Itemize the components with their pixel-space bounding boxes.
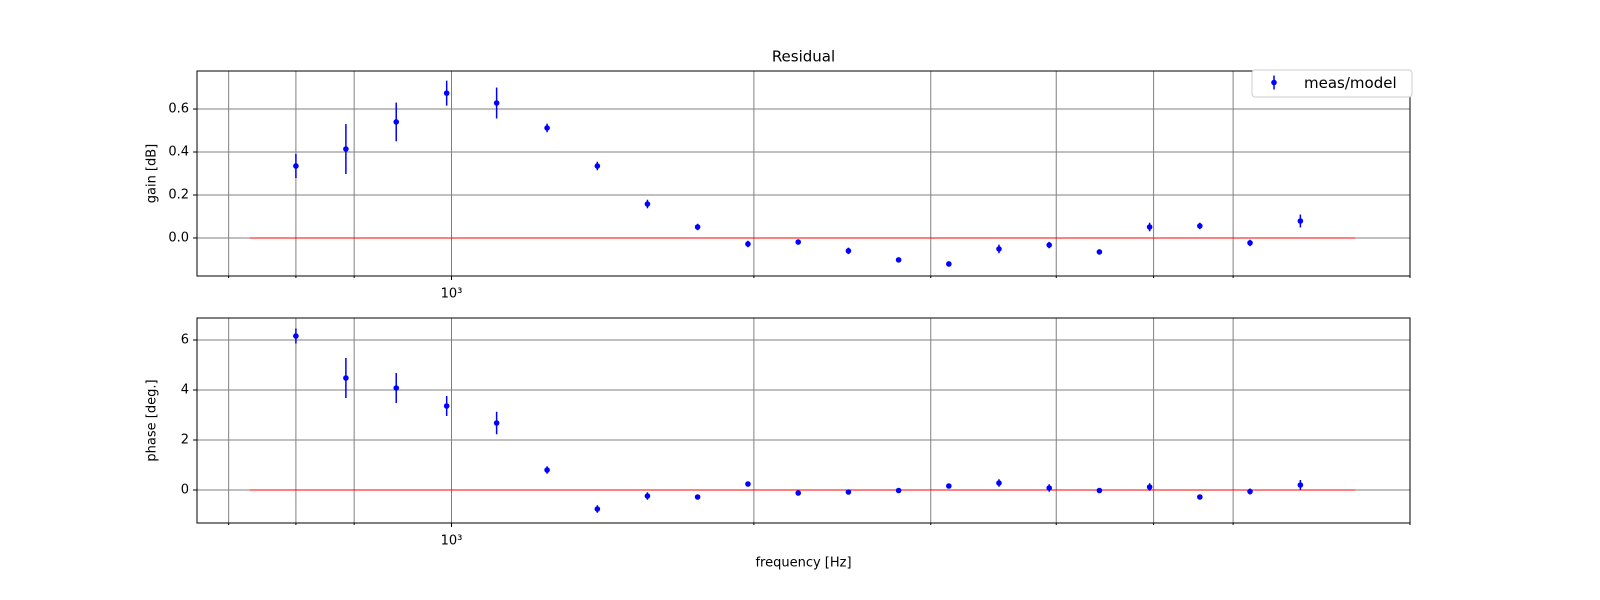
data-point [845,489,852,495]
data-point [946,261,952,267]
data-point [544,467,550,473]
data-point [644,493,651,499]
plot-area [197,71,1410,276]
legend-box [1251,69,1413,98]
data-point [895,487,902,494]
y-tick-label: 6 [181,333,189,348]
y-tick-label: 0.4 [168,145,189,160]
x-tick-label: 10³ [441,287,463,302]
data-point [393,119,400,125]
data-point [443,90,450,96]
data-point [594,163,601,169]
x-tick-label: 10³ [441,534,463,549]
data-point [493,100,500,106]
y-tick-label: 0.2 [168,187,189,202]
chart-title: Residual [772,48,835,66]
data-point [1297,482,1304,488]
data-point [946,483,952,489]
data-point [1096,487,1103,494]
data-point [795,239,802,245]
data-point [795,490,802,496]
data-point [343,146,349,152]
data-point [443,403,450,409]
data-point [1096,249,1103,255]
y-axis-label: phase [deg.] [145,379,160,461]
y-tick-label: 0.6 [168,102,189,117]
x-axis-label: frequency [Hz] [755,556,851,571]
y-tick-label: 0 [181,483,189,498]
data-point [1146,224,1153,230]
plot-area [197,318,1410,523]
data-point [694,224,701,230]
data-point [895,257,902,263]
data-point [745,241,751,247]
y-tick-label: 4 [181,383,189,398]
data-point [1297,218,1304,224]
data-point [594,506,601,512]
plot-frame [196,317,1411,524]
data-point [1046,485,1053,491]
data-point [1247,240,1253,246]
legend-marker [1271,79,1277,86]
data-point [1197,223,1203,229]
data-point [694,494,701,500]
data-point [996,480,1002,486]
y-tick-label: 2 [181,433,189,448]
legend-label: meas/model [1304,74,1397,92]
y-axis-label: gain [dB] [145,144,160,204]
data-point [1247,488,1253,495]
y-tick-label: 0.0 [168,230,189,245]
data-point [293,163,299,169]
data-point [745,481,751,487]
data-point [845,248,852,254]
data-point [1146,484,1153,490]
data-point [996,246,1002,252]
data-point [644,201,651,207]
data-point [1197,494,1203,500]
data-point [544,125,550,131]
data-point [493,420,500,426]
plot-frame [196,70,1411,277]
data-point [393,385,400,391]
data-point [1046,242,1053,248]
data-point [343,375,349,381]
data-point [293,333,299,339]
